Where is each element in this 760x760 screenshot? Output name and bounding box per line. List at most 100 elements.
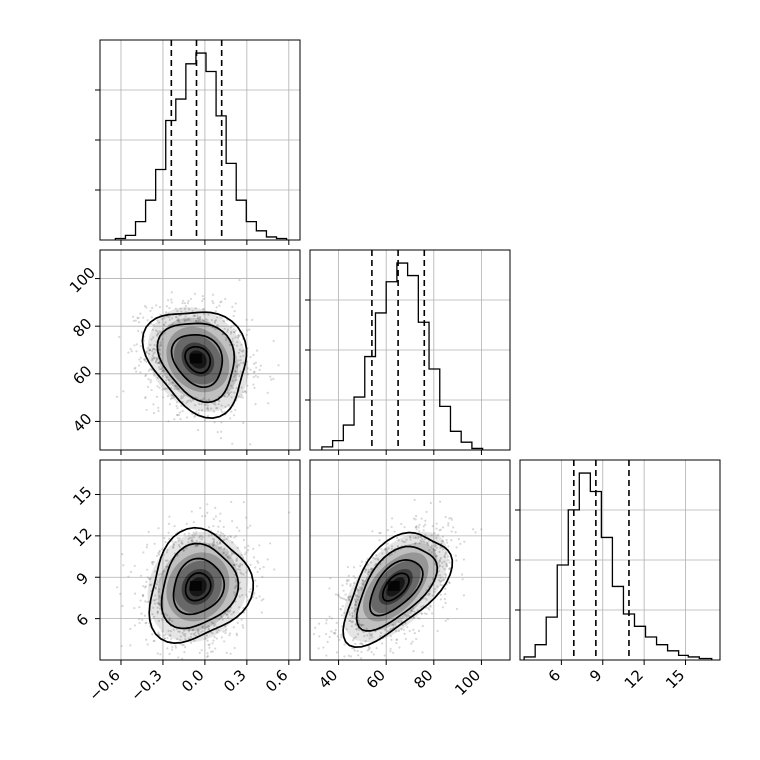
sample-point [145,580,148,583]
sample-point [181,302,184,305]
sample-point [443,555,446,558]
sample-point [228,632,232,635]
sample-point [216,324,220,327]
sample-point [251,318,254,322]
sample-point [202,397,205,400]
sample-point [144,358,147,361]
sample-point [432,547,435,550]
sample-point [220,404,223,407]
sample-point [357,588,360,592]
sample-point [206,654,210,658]
sample-point [142,551,145,554]
sample-point [224,632,227,635]
sample-point [154,594,157,597]
sample-point [404,622,407,625]
sample-point [431,525,434,528]
sample-point [207,398,210,401]
sample-point [248,590,251,593]
sample-point [221,532,224,535]
sample-point [183,319,187,323]
sample-point [432,590,436,593]
sample-point [412,616,416,619]
sample-point [216,543,219,546]
sample-point [193,315,197,318]
histogram-frame-3 [519,459,721,661]
sample-point [200,409,204,412]
sample-point [153,639,156,643]
sample-point [338,595,341,598]
sample-point [156,356,159,359]
sample-point [162,324,165,327]
sample-point [390,547,393,550]
sample-point [193,639,196,642]
sample-point [249,368,252,371]
sample-point [116,586,119,589]
sample-point [256,560,259,563]
sample-point [448,561,451,564]
sample-point [225,651,228,655]
sample-point [133,592,137,595]
sample-point [219,534,222,537]
sample-point [177,319,181,322]
sample-point [164,321,167,324]
sample-point [434,554,437,558]
sample-point [428,608,431,611]
sample-point [182,549,185,552]
sample-point [214,319,218,322]
sample-point [355,594,358,597]
sample-point [151,563,154,566]
sample-point [224,553,228,556]
sample-point [158,553,161,556]
sample-point [196,320,200,323]
sample-point [272,339,275,343]
sample-point [161,374,164,377]
sample-point [152,347,155,351]
sample-point [449,516,453,520]
sample-point [253,592,256,595]
sample-point [165,311,168,314]
sample-point [134,366,137,369]
sample-point [157,580,160,583]
sample-point [170,386,173,389]
sample-point [462,594,466,597]
sample-point [141,618,144,621]
sample-point [421,624,424,628]
sample-point [212,517,215,521]
sample-point [188,308,191,311]
sample-point [255,585,259,588]
sample-point [227,550,230,554]
sample-point [433,552,436,555]
sample-point [185,522,188,525]
sample-point [229,609,232,612]
sample-point [141,594,144,597]
sample-point [174,540,177,544]
sample-point [178,537,181,540]
sample-point [208,643,211,646]
sample-point [437,579,440,582]
sample-point [139,344,143,348]
sample-point [349,595,352,598]
sample-point [246,549,250,552]
sample-point [135,370,138,373]
sample-point [155,395,159,399]
sample-point [142,585,145,588]
sample-point [184,455,186,457]
sample-point [133,367,136,370]
sample-point [165,565,168,568]
sample-point [397,538,400,542]
sample-point [183,635,187,638]
sample-point [161,548,164,551]
sample-point [163,332,166,335]
sample-point [437,533,440,536]
sample-point [145,546,148,549]
sample-point [361,578,364,582]
sample-point [235,535,238,538]
sample-point [379,563,382,566]
sample-point [448,581,451,585]
sample-point [121,553,124,556]
sample-point [162,396,165,399]
sample-point [233,331,236,334]
sample-point [158,348,162,351]
sample-point [257,561,260,564]
sample-point [237,334,240,337]
